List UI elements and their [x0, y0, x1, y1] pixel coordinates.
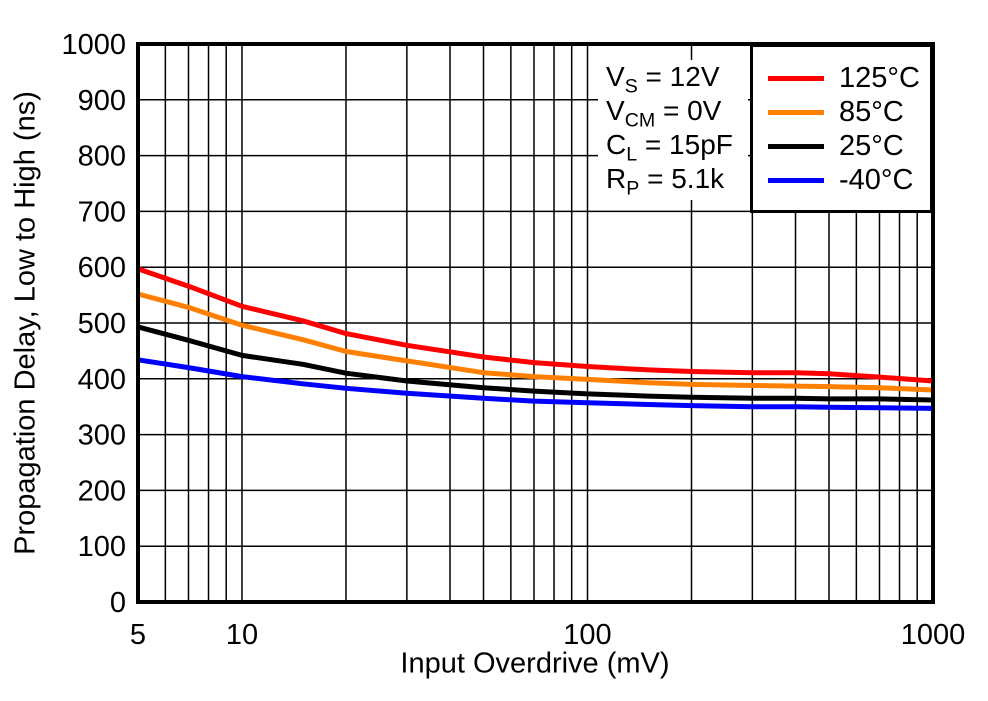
y-tick-label: 500 — [78, 308, 126, 340]
x-tick-label: 5 — [130, 619, 146, 651]
test-conditions: VS = 12V VCM = 0V CL = 15pF RP = 5.1k — [598, 60, 748, 200]
legend-line-swatch — [768, 177, 824, 183]
condition-sub: CM — [624, 109, 656, 132]
y-tick-label: 800 — [78, 141, 126, 173]
x-tick-label: 10 — [226, 619, 258, 651]
y-tick-label: 300 — [78, 420, 126, 452]
series-line-125c — [137, 266, 934, 384]
legend-label: 85°C — [839, 95, 904, 128]
y-tick-label: 400 — [78, 364, 126, 396]
series-line-25c — [137, 324, 934, 403]
y-tick-label: 600 — [78, 252, 126, 284]
legend-entry: -40°C — [753, 163, 930, 197]
y-tick-label: 700 — [78, 196, 126, 228]
legend: 125°C 85°C 25°C -40°C — [750, 44, 933, 213]
y-axis-label: Propagation Delay, Low to High (ns) — [9, 91, 42, 555]
y-tick-label: 0 — [110, 587, 126, 619]
condition-rest: = 0V — [655, 95, 722, 126]
condition-sub: L — [626, 143, 638, 166]
y-tick-label: 100 — [78, 531, 126, 563]
y-tick-label: 900 — [78, 85, 126, 117]
x-tick-label: 1000 — [901, 619, 966, 651]
condition-sub: S — [624, 75, 638, 98]
condition-cl: CL = 15pF — [606, 128, 748, 164]
legend-label: 125°C — [839, 61, 920, 94]
x-axis-label: Input Overdrive (mV) — [400, 647, 670, 680]
legend-line-swatch — [768, 143, 824, 149]
plot-border — [136, 42, 935, 604]
y-tick-label: 200 — [78, 475, 126, 507]
condition-rp: RP = 5.1k — [606, 162, 748, 198]
condition-vs: VS = 12V — [606, 60, 748, 96]
legend-entry: 85°C — [753, 95, 930, 129]
condition-vcm: VCM = 0V — [606, 94, 748, 130]
legend-line-swatch — [768, 109, 824, 115]
condition-base: V — [606, 61, 625, 92]
condition-rest: = 15pF — [637, 129, 733, 160]
y-tick-label: 1000 — [61, 29, 126, 61]
condition-base: V — [606, 95, 625, 126]
legend-entry: 125°C — [753, 61, 930, 95]
legend-entry: 25°C — [753, 129, 930, 163]
series-line--40c — [137, 357, 934, 411]
legend-label: 25°C — [839, 129, 904, 162]
condition-sub: P — [626, 177, 640, 200]
condition-base: R — [606, 163, 627, 194]
condition-rest: = 5.1k — [639, 163, 725, 194]
legend-line-swatch — [768, 75, 824, 81]
legend-label: -40°C — [839, 163, 914, 196]
series-line-85c — [137, 291, 934, 393]
condition-rest: = 12V — [637, 61, 720, 92]
condition-base: C — [606, 129, 627, 160]
x-tick-label: 100 — [563, 619, 611, 651]
